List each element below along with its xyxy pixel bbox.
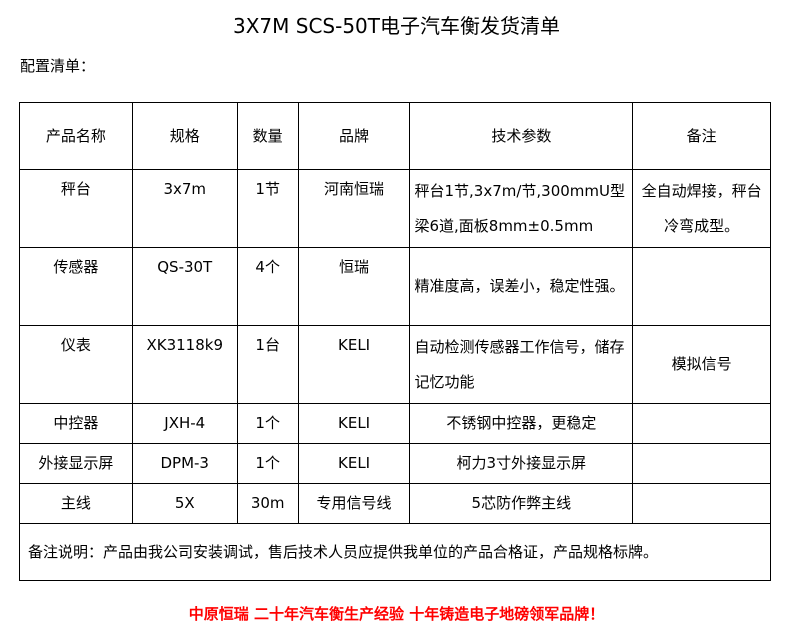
table-cell: 恒瑞 xyxy=(297,247,411,326)
table-cell: 传感器 xyxy=(19,247,133,326)
table-row: 秤台 3x7m 1节 河南恒瑞 秤台1节,3x7m/节,300mmU型梁6道,面板8mm… xyxy=(19,169,771,248)
table-row: 外接显示屏 DPM-3 1个 KELI 柯力3寸外接显示屏 xyxy=(19,443,771,484)
table-cell: XK3118k9 xyxy=(131,325,238,404)
table-row: 中控器 JXH-4 1个 KELI 不锈钢中控器，更稳定 xyxy=(19,403,771,444)
table-cell: 3x7m xyxy=(131,169,238,248)
table-cell xyxy=(632,443,771,484)
table-cell: 全自动焊接，秤台冷弯成型。 xyxy=(632,169,771,248)
table-cell: 秤台1节,3x7m/节,300mmU型梁6道,面板8mm±0.5mm xyxy=(409,169,634,248)
table-cell: DPM-3 xyxy=(131,443,238,484)
header-cell: 产品名称 xyxy=(19,102,133,170)
table-cell: 1台 xyxy=(236,325,299,404)
table-cell xyxy=(632,247,771,326)
table-cell: QS-30T xyxy=(131,247,238,326)
header-cell: 数量 xyxy=(236,102,299,170)
footer-slogan: 中原恒瑞 二十年汽车衡生产经验 十年铸造电子地磅领军品牌！ xyxy=(188,605,605,623)
table-cell: 秤台 xyxy=(19,169,133,248)
table-cell: 精准度高，误差小，稳定性强。 xyxy=(409,247,634,326)
table-cell: 专用信号线 xyxy=(297,483,411,524)
table-cell: 5芯防作弊主线 xyxy=(409,483,634,524)
table-cell: 1个 xyxy=(236,443,299,484)
table-cell: JXH-4 xyxy=(131,403,238,444)
header-cell: 规格 xyxy=(131,102,238,170)
header-cell: 技术参数 xyxy=(409,102,634,170)
table-cell: 4个 xyxy=(236,247,299,326)
table-cell: 30m xyxy=(236,483,299,524)
header-cell: 备注 xyxy=(632,102,771,170)
table-cell: 5X xyxy=(131,483,238,524)
table-header: 产品名称 规格 数量 品牌 技术参数 备注 xyxy=(19,102,771,170)
subtitle: 配置清单： xyxy=(20,57,96,75)
shipping-list-table: 产品名称 规格 数量 品牌 技术参数 备注 秤台 3x7m 1节 河南恒瑞 秤台1节,3… xyxy=(19,102,771,581)
table-cell: 主线 xyxy=(19,483,133,524)
table-cell xyxy=(632,483,771,524)
table-cell: 中控器 xyxy=(19,403,133,444)
table-row: 传感器 QS-30T 4个 恒瑞 精准度高，误差小，稳定性强。 xyxy=(19,247,771,326)
header-cell: 品牌 xyxy=(297,102,411,170)
table-cell: 模拟信号 xyxy=(632,325,771,404)
table-cell: 外接显示屏 xyxy=(19,443,133,484)
table-cell: KELI xyxy=(297,325,411,404)
table-cell: 仪表 xyxy=(19,325,133,404)
table-cell: KELI xyxy=(297,403,411,444)
table-cell: KELI xyxy=(297,443,411,484)
note-row: 备注说明：产品由我公司安装调试，售后技术人员应提供我单位的产品合格证，产品规格标… xyxy=(19,523,771,581)
table-cell: 不锈钢中控器，更稳定 xyxy=(409,403,634,444)
table-cell: 柯力3寸外接显示屏 xyxy=(409,443,634,484)
table-cell: 河南恒瑞 xyxy=(297,169,411,248)
table-row: 仪表 XK3118k9 1台 KELI 自动检测传感器工作信号，储存记忆功能 模拟信号 xyxy=(19,325,771,404)
page-title: 3X7M SCS-50T电子汽车衡发货清单 xyxy=(232,14,560,38)
note: 备注说明：产品由我公司安装调试，售后技术人员应提供我单位的产品合格证，产品规格标… xyxy=(19,523,771,581)
table-cell: 1个 xyxy=(236,403,299,444)
table-cell xyxy=(632,403,771,444)
table-cell: 自动检测传感器工作信号，储存记忆功能 xyxy=(409,325,634,404)
table-row: 主线 5X 30m 专用信号线 5芯防作弊主线 xyxy=(19,483,771,524)
table-cell: 1节 xyxy=(236,169,299,248)
